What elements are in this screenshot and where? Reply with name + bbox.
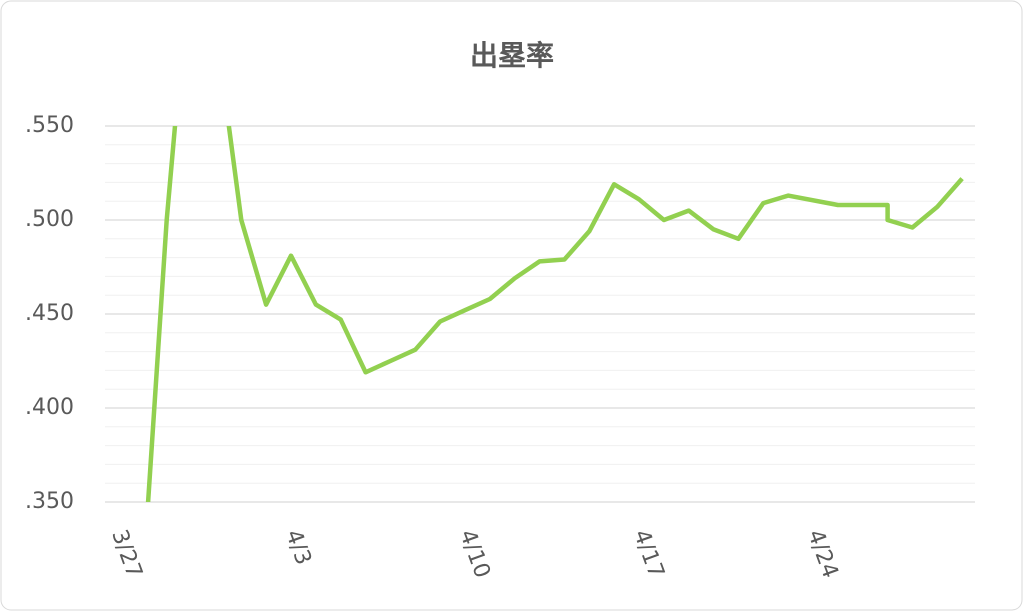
chart-title: 出塁率	[470, 39, 554, 72]
y-tick-label: .450	[25, 301, 74, 326]
data-line	[145, 126, 964, 502]
y-tick-label: .350	[25, 489, 74, 514]
y-tick-label: .400	[25, 395, 74, 420]
y-tick-label: .550	[25, 113, 74, 138]
y-tick-label: .500	[25, 207, 74, 232]
